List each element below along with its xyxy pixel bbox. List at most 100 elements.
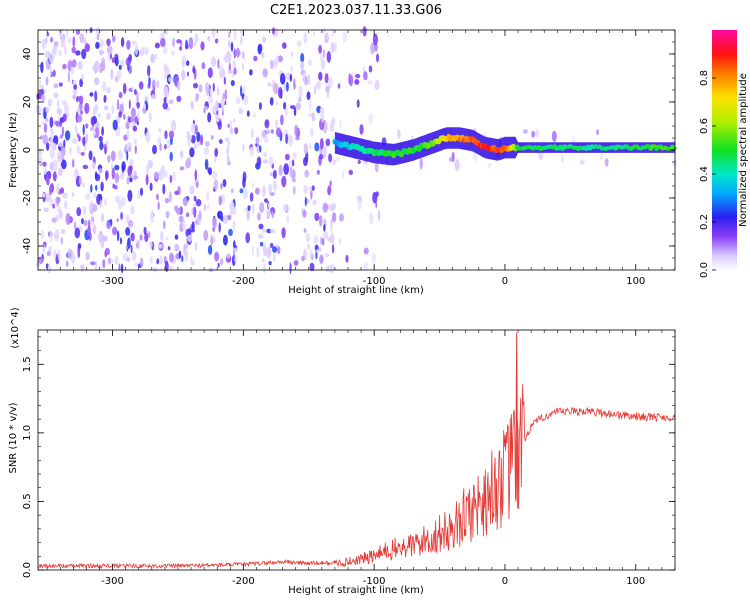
spectrogram-cell: [312, 30, 315, 36]
y-tick-label: -40: [22, 238, 33, 254]
spectrogram-cell: [163, 86, 169, 98]
spectrogram-cell: [233, 28, 237, 41]
spectrogram-cell: [43, 122, 48, 134]
snr-scale-label: (x10^4): [10, 307, 21, 348]
spectrogram-cell: [280, 114, 284, 126]
spectrogram-cell: [194, 219, 199, 225]
spectrogram-cell: [259, 145, 262, 153]
spectrogram-cell: [262, 36, 266, 43]
spectrogram-cell: [324, 145, 328, 154]
spectrogram-cell: [94, 171, 98, 179]
snr-peak-spike: [515, 332, 519, 509]
spectrogram-cell: [155, 53, 158, 60]
spectrogram-cell: [234, 255, 237, 263]
spectrogram-cell: [90, 126, 95, 131]
spectrogram-cell: [223, 54, 229, 63]
spectrogram-cell: [473, 151, 478, 162]
spectrogram-cell: [81, 73, 84, 81]
spectrogram-cell: [332, 117, 335, 125]
spectrogram-cell: [207, 67, 213, 79]
spectrogram-cell: [99, 140, 104, 151]
spectrogram-cell: [45, 173, 50, 186]
spectrogram-cell: [147, 159, 153, 169]
spectrogram-cell: [328, 153, 333, 163]
spectrogram-cell: [60, 236, 64, 245]
spectrogram-cell: [314, 142, 320, 152]
spectrogram-cell: [261, 258, 265, 263]
spectrogram-cell: [79, 110, 84, 115]
spectrogram-cell: [57, 168, 63, 176]
spectrogram-cell: [275, 100, 279, 106]
spectrogram-cell: [134, 89, 137, 95]
spectrogram-cell: [105, 112, 111, 121]
spectrogram-cell: [45, 76, 49, 86]
spectrogram-cell: [272, 252, 276, 263]
spectrogram-cell: [130, 173, 133, 179]
spectrogram-cell: [53, 44, 58, 55]
spectrogram-cell: [85, 123, 89, 129]
spectrogram-cell: [369, 212, 374, 225]
spectrogram-cell: [322, 27, 326, 34]
spectrogram-cell: [107, 45, 113, 55]
spectrogram-cell: [318, 215, 323, 227]
spectrogram-cell: [139, 187, 144, 196]
spectrogram-cell: [182, 60, 185, 68]
spectrogram-cell: [213, 235, 216, 244]
spectrogram-cell: [596, 129, 600, 136]
spectrogram-cell: [122, 253, 128, 262]
snr-x-axis-label: Height of straight line (km): [288, 585, 424, 596]
spectrogram-y-ticks: -40 -20 0 20 40: [22, 29, 675, 271]
spectrogram-cell: [189, 147, 195, 158]
spectrogram-cell: [281, 175, 287, 188]
spectrogram-cell: [90, 184, 93, 193]
spectrogram-cell: [85, 133, 89, 144]
spectrogram-cell: [190, 100, 194, 110]
spectrogram-cell: [293, 260, 299, 266]
spectrogram-cell: [227, 31, 231, 39]
spectrogram-cell: [304, 169, 310, 178]
spectrogram-cell: [232, 59, 236, 69]
spectrogram-cell: [62, 63, 67, 70]
spectrogram-cell: [307, 59, 313, 66]
spectrogram-cell: [265, 120, 269, 125]
snr-y-ticks: 0.0 0.5 1.0 1.5: [22, 336, 675, 578]
colorbar-tick-label: 0.4: [699, 166, 710, 182]
spectrogram-cell: [249, 69, 253, 76]
spectrogram-cell: [356, 99, 360, 108]
spectrogram-cell: [101, 213, 104, 223]
spectrogram-cell: [110, 68, 114, 80]
spectrogram-cell: [220, 183, 223, 190]
spectrogram-cell: [309, 262, 315, 272]
spectrogram-cell: [112, 106, 115, 115]
spectrogram-cell: [169, 252, 174, 263]
spectrogram-cell: [89, 201, 93, 212]
spectrogram-cell: [92, 131, 96, 136]
spectrogram-cell: [319, 153, 324, 160]
spectrogram-cell: [363, 71, 368, 81]
spectrogram-cell: [372, 33, 378, 46]
spectrogram-cell: [283, 102, 287, 110]
spectrogram-cell: [314, 212, 320, 222]
spectrogram-cell: [261, 130, 267, 139]
spectrogram-cell: [377, 209, 381, 222]
spectrogram-cell: [214, 251, 220, 262]
spectrogram-cell: [42, 134, 48, 145]
spectrogram-cell: [68, 146, 72, 155]
spectrogram-cell: [178, 250, 182, 259]
spectrogram-cell: [133, 175, 138, 180]
spectrogram-cell: [331, 27, 334, 38]
spectrogram-cell: [220, 99, 225, 107]
spectrogram-cell: [300, 52, 305, 63]
spectrogram-cell: [116, 70, 122, 80]
spectrogram-cell: [41, 121, 45, 126]
spectrogram-cell: [273, 230, 276, 235]
spectrogram-cell: [114, 164, 120, 171]
spectrogram-cell: [216, 86, 220, 96]
spectrogram-cell: [76, 207, 82, 217]
spectrogram-cell: [126, 129, 130, 141]
spectrogram-cell: [39, 79, 42, 89]
spectrogram-cell: [61, 126, 65, 137]
spectrogram-cell: [163, 97, 167, 103]
x-tick-label: 100: [626, 576, 645, 587]
